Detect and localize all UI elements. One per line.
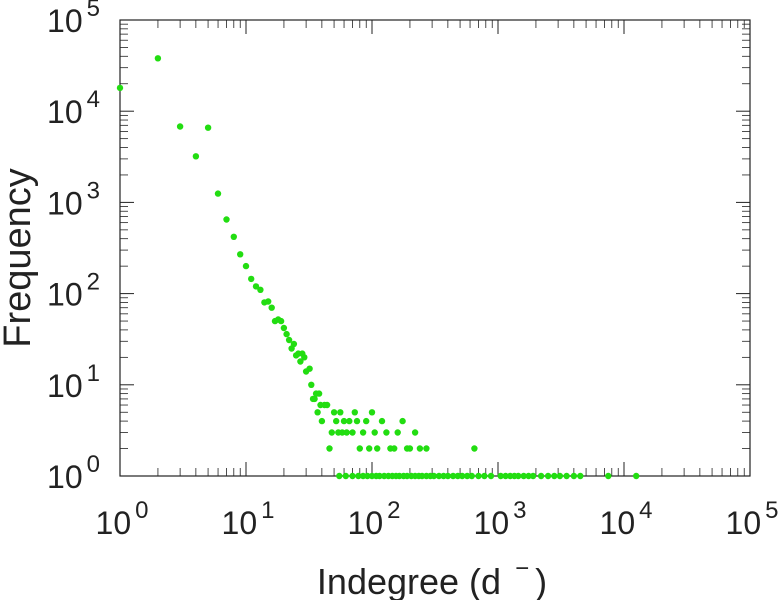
data-point [557, 473, 563, 479]
data-point [329, 429, 335, 435]
x-axis-title-main: Indegree (d [317, 561, 501, 600]
data-point [605, 473, 611, 479]
x-tick-label: 10 1 [222, 497, 275, 541]
y-tick-label: 10 1 [47, 360, 100, 404]
data-point [306, 366, 312, 372]
data-point [336, 473, 342, 479]
data-point [324, 402, 330, 408]
data-point [545, 473, 551, 479]
data-point [231, 234, 237, 240]
data-point [360, 429, 366, 435]
data-point [412, 429, 418, 435]
data-point [563, 473, 569, 479]
data-point [481, 473, 487, 479]
x-tick-label: 10 0 [96, 497, 149, 541]
data-point [357, 445, 363, 451]
data-point [155, 55, 161, 61]
data-point [471, 445, 477, 451]
data-point [283, 331, 289, 337]
data-point [193, 153, 199, 159]
x-tick-labels: 10 0 10 1 10 2 10 3 10 4 10 5 [96, 497, 778, 541]
data-point [366, 445, 372, 451]
data-point [391, 445, 397, 451]
x-axis-title: Indegree (d −) [317, 555, 547, 600]
data-point [301, 354, 307, 360]
data-point [395, 429, 401, 435]
data-point [237, 251, 243, 257]
data-point [417, 445, 423, 451]
plot-border [120, 20, 750, 476]
data-point [369, 409, 375, 415]
data-point [331, 409, 337, 415]
y-tick-label: 10 4 [47, 86, 100, 130]
y-tick-label: 10 3 [47, 177, 100, 221]
x-tick-label: 10 5 [726, 497, 778, 541]
x-tick-label: 10 3 [474, 497, 527, 541]
data-point [372, 429, 378, 435]
data-point [399, 418, 405, 424]
data-points [117, 55, 640, 479]
data-point [314, 409, 320, 415]
data-point [215, 190, 221, 196]
data-point [346, 418, 352, 424]
data-point [243, 263, 249, 269]
data-point [308, 382, 314, 388]
major-ticks [120, 20, 750, 476]
y-tick-label: 10 5 [47, 0, 100, 39]
data-point [257, 287, 263, 293]
data-point [538, 473, 544, 479]
data-point [475, 473, 481, 479]
data-point [469, 473, 475, 479]
data-point [337, 409, 343, 415]
data-point [488, 473, 494, 479]
x-axis-title-close: ) [535, 561, 547, 600]
data-point [423, 445, 429, 451]
data-point [530, 473, 536, 479]
data-point [269, 305, 275, 311]
minor-ticks [120, 20, 750, 476]
data-point [571, 473, 577, 479]
data-point [177, 123, 183, 129]
data-point [551, 473, 557, 479]
data-point [633, 473, 639, 479]
y-tick-label: 10 0 [47, 451, 100, 495]
data-point [316, 390, 322, 396]
data-point [363, 418, 369, 424]
data-point [343, 473, 349, 479]
data-point [248, 276, 254, 282]
data-point [344, 429, 350, 435]
data-point [319, 418, 325, 424]
data-point [291, 341, 297, 347]
data-point [349, 429, 355, 435]
data-point [278, 318, 284, 324]
data-point [349, 473, 355, 479]
data-point [407, 445, 413, 451]
data-point [117, 85, 123, 91]
data-point [223, 216, 229, 222]
data-point [374, 445, 380, 451]
data-point [383, 429, 389, 435]
x-tick-label: 10 2 [348, 497, 401, 541]
data-point [326, 445, 332, 451]
data-point [379, 418, 385, 424]
x-axis-title-superscript: − [515, 555, 529, 582]
data-point [352, 409, 358, 415]
data-point [205, 125, 211, 131]
y-axis-title: Frequency [0, 168, 39, 348]
data-point [577, 473, 583, 479]
y-tick-label: 10 2 [47, 269, 100, 313]
data-point [265, 298, 271, 304]
data-point [333, 418, 339, 424]
plot-frame [120, 20, 750, 476]
data-point [281, 325, 287, 331]
x-tick-label: 10 4 [600, 497, 653, 541]
data-point [354, 418, 360, 424]
